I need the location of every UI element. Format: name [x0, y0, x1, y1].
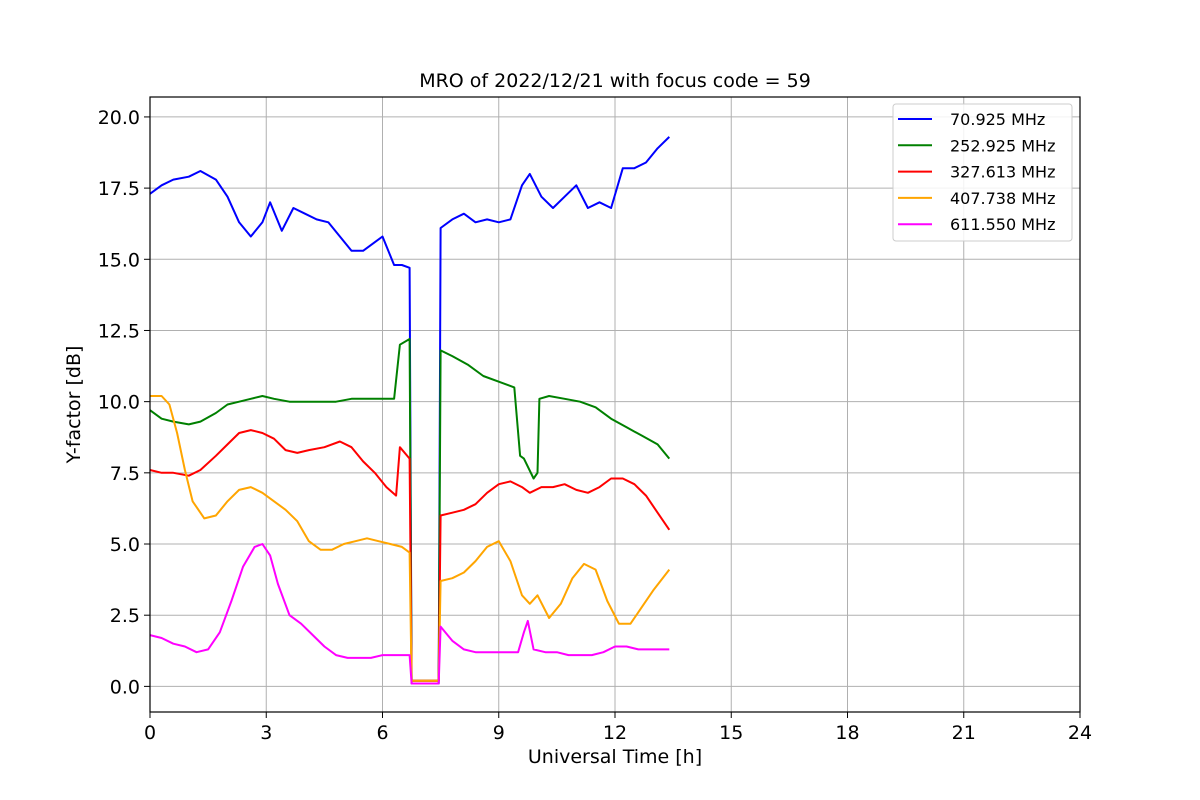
chart-title: MRO of 2022/12/21 with focus code = 59 — [419, 70, 811, 92]
series-line — [149, 543, 670, 685]
legend: 70.925 MHz 252.925 MHz 327.613 MHz 407.738 … — [892, 103, 1073, 242]
y-axis-label: Y-factor [dB] — [63, 346, 85, 465]
y-tick-label: 2.5 — [110, 605, 140, 627]
y-axis-ticks: 0.0 2.5 5.0 7.5 10.0 12.5 15.0 17.5 20.0 — [98, 107, 150, 698]
x-axis-ticks: 0 3 6 9 12 15 18 21 24 — [144, 712, 1092, 744]
x-tick-label: 6 — [376, 722, 388, 744]
y-tick-label: 20.0 — [98, 107, 140, 129]
y-tick-label: 17.5 — [98, 178, 140, 200]
x-tick-label: 3 — [260, 722, 272, 744]
legend-label: 70.925 MHz — [950, 110, 1045, 129]
legend-items: 70.925 MHz 252.925 MHz 327.613 MHz 407.738 … — [898, 110, 1055, 234]
x-tick-label: 9 — [493, 722, 505, 744]
y-tick-label: 10.0 — [98, 392, 140, 414]
legend-label: 252.925 MHz — [950, 136, 1055, 155]
x-tick-label: 21 — [952, 722, 976, 744]
series-line — [149, 136, 670, 685]
series-layer — [149, 136, 671, 685]
x-tick-label: 0 — [144, 722, 156, 744]
legend-frame — [892, 103, 1073, 242]
y-tick-label: 5.0 — [110, 534, 140, 556]
grid-lines — [149, 97, 1081, 712]
legend-label: 327.613 MHz — [950, 163, 1055, 182]
x-tick-label: 15 — [719, 722, 743, 744]
x-tick-label: 12 — [603, 722, 627, 744]
legend-label: 611.550 MHz — [950, 215, 1055, 234]
y-tick-label: 0.0 — [110, 676, 140, 698]
x-axis-label: Universal Time [h] — [528, 746, 702, 768]
y-tick-label: 7.5 — [110, 463, 140, 485]
y-tick-label: 15.0 — [98, 249, 140, 271]
y-tick-label: 12.5 — [98, 320, 140, 342]
x-tick-label: 24 — [1068, 722, 1092, 744]
series-line — [150, 395, 671, 682]
x-tick-label: 18 — [835, 722, 859, 744]
legend-label: 407.738 MHz — [950, 189, 1055, 208]
